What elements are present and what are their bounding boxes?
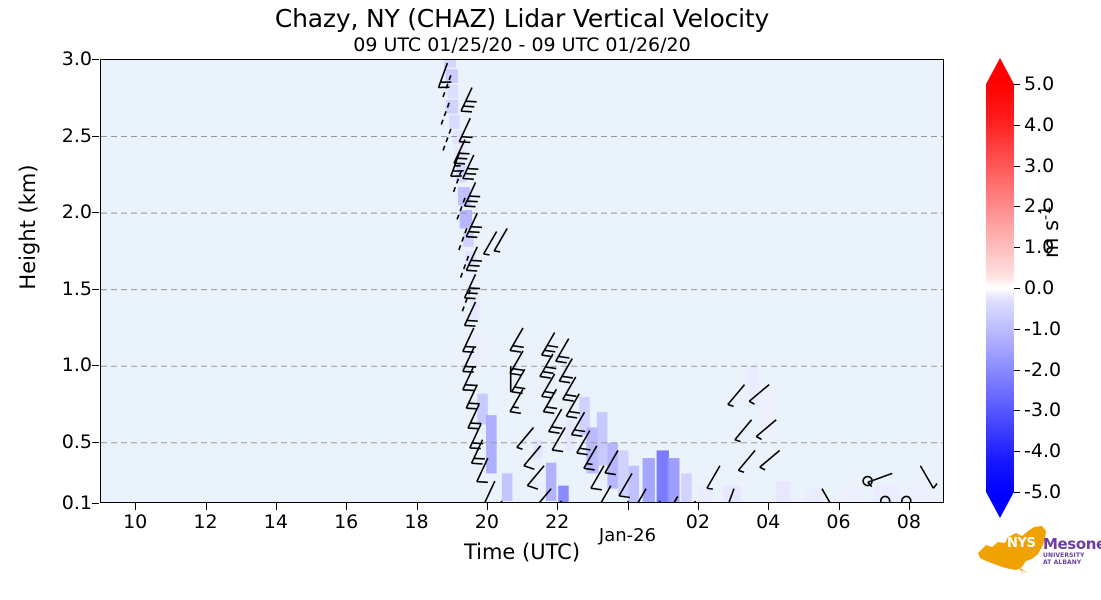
colorbar-tick-mark <box>1014 451 1020 453</box>
y-axis-tickmarks <box>0 59 100 504</box>
x-tick-label: 20 <box>474 511 499 533</box>
page-title: Chazy, NY (CHAZ) Lidar Vertical Velocity <box>274 4 770 33</box>
colorbar-tick-label: -5.0 <box>1024 481 1062 503</box>
y-tick-label: 1.0 <box>61 354 92 377</box>
colorbar-gradient <box>986 84 1014 492</box>
plot-canvas <box>101 60 943 502</box>
colorbar-tick-mark <box>1014 369 1020 371</box>
colorbar-tick-mark <box>1014 492 1020 493</box>
colorbar-tick-label: 2.0 <box>1024 195 1055 218</box>
colorbar-tick-label: -1.0 <box>1024 317 1062 340</box>
plot-area <box>100 59 944 503</box>
x-tick-mark <box>627 503 629 510</box>
x-tick-mark <box>908 503 910 510</box>
y-tick-mark <box>92 59 99 60</box>
x-tick-label: 12 <box>193 511 218 533</box>
colorbar-tick-mark <box>1014 124 1020 126</box>
x-tick-label: 06 <box>826 511 851 533</box>
y-tick-mark <box>92 135 99 137</box>
logo-subtitle-text: UNIVERSITY AT ALBANY <box>1043 552 1085 566</box>
colorbar-tick-mark <box>1014 165 1020 167</box>
y-axis-label: Height (km) <box>16 164 40 290</box>
colorbar-extend-max-icon <box>986 58 1014 84</box>
x-tick-label: 22 <box>545 511 570 533</box>
y-tick-mark <box>92 503 99 504</box>
colorbar-tick-label: 0.0 <box>1024 277 1055 299</box>
colorbar-tick-mark <box>1014 84 1020 85</box>
colorbar-tick-label: 3.0 <box>1024 154 1055 177</box>
x-tick-mark <box>697 503 699 510</box>
y-tick-mark <box>92 212 99 214</box>
x-tick-mark <box>838 503 840 510</box>
x-tick-label: 04 <box>756 511 781 533</box>
y-tick-mark <box>92 441 99 443</box>
colorbar-tick-label: -2.0 <box>1024 358 1062 381</box>
y-tick-label: 2.5 <box>61 124 92 147</box>
colorbar-tick-mark <box>1014 247 1020 249</box>
y-tick-mark <box>92 365 99 367</box>
x-tick-mark <box>275 503 277 510</box>
logo-mesonet-text: Mesonet <box>1043 535 1101 553</box>
x-tick-mark <box>205 503 207 510</box>
colorbar-tick-label: -3.0 <box>1024 399 1062 422</box>
y-tick-mark <box>92 288 99 290</box>
x-tick-label: 14 <box>263 511 288 533</box>
colorbar-tick-label: 4.0 <box>1024 113 1055 136</box>
gridlines <box>101 136 943 444</box>
colorbar-tick-mark <box>1014 410 1020 412</box>
x-tick-label: 10 <box>123 511 148 533</box>
x-tick-mark <box>416 503 418 510</box>
colorbar-tick-mark <box>1014 288 1020 289</box>
y-axis-ticklabels: 0.1 0.5 1.0 1.5 2.0 2.5 3.0 <box>30 50 92 513</box>
x-tick-mark <box>346 503 348 510</box>
x-tick-mark <box>486 503 488 510</box>
y-tick-label: 0.1 <box>61 492 92 514</box>
colorbar-tick-label: 5.0 <box>1024 73 1055 95</box>
ny-state-shape-icon <box>978 526 1046 575</box>
title-block: Chazy, NY (CHAZ) Lidar Vertical Velocity… <box>100 4 944 57</box>
y-tick-label: 0.5 <box>61 430 92 453</box>
colorbar-extend-min-icon <box>986 492 1014 518</box>
colorbar-tick-label: 1.0 <box>1024 236 1055 259</box>
x-tick-label: Jan-26 <box>598 525 657 546</box>
x-tick-label: 08 <box>896 511 921 533</box>
y-tick-label: 3.0 <box>61 48 92 70</box>
x-axis-ticklabels: 10 12 14 16 18 20 22 Jan-26 02 04 06 08 <box>100 503 944 553</box>
logo-nys-text: NYS <box>1007 536 1036 551</box>
x-tick-mark <box>557 503 559 510</box>
shaded-field <box>443 60 935 502</box>
colorbar-tick-mark <box>1014 206 1020 208</box>
x-axis-label: Time (UTC) <box>463 540 581 564</box>
x-tick-label: 18 <box>404 511 429 533</box>
x-tick-label: 02 <box>685 511 710 533</box>
y-tick-label: 1.5 <box>61 277 92 300</box>
colorbar-tick-mark <box>1014 328 1020 330</box>
wind-barb-layer <box>437 62 938 502</box>
x-tick-label: 16 <box>334 511 359 533</box>
colorbar-tick-label: -4.0 <box>1024 440 1062 463</box>
x-tick-mark <box>768 503 770 510</box>
x-tick-mark <box>135 503 137 510</box>
colorbar: m s-1 5.0 4.0 3.0 2.0 1.0 0.0 -1.0 -2.0 -3.0 -4.0… <box>986 58 1063 518</box>
y-tick-label: 2.0 <box>61 201 92 224</box>
nys-mesonet-logo: NYS Mesonet UNIVERSITY AT ALBANY <box>972 523 1101 581</box>
chart-subtitle: 09 UTC 01/25/20 - 09 UTC 01/26/20 <box>353 34 691 56</box>
